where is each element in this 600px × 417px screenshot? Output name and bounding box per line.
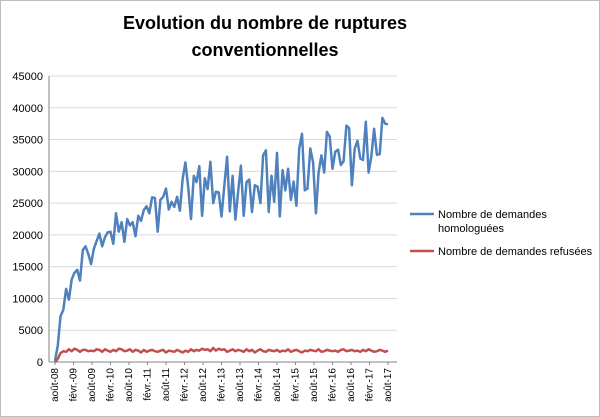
- y-tick-label: 10000: [12, 293, 43, 305]
- x-tick-label: août-12: [198, 368, 209, 402]
- x-tick-label: août-16: [346, 368, 357, 402]
- chart-title: Evolution du nombre de ruptures conventi…: [122, 13, 407, 60]
- x-tick-label: févr.-11: [143, 368, 154, 401]
- x-tick-label: févr.-13: [217, 368, 228, 402]
- x-axis: août-08 févr.-09 août-09 févr.-10 août-10 fév…: [49, 361, 397, 402]
- x-tick-label: août-14: [272, 368, 283, 402]
- x-tick-label: août-08: [50, 368, 61, 402]
- legend-label-1: Nombre de demandes refusées: [438, 246, 593, 258]
- y-tick-label: 15000: [12, 262, 43, 274]
- y-tick-label: 35000: [12, 135, 43, 147]
- y-tick-label: 0: [37, 357, 43, 369]
- y-tick-label: 20000: [12, 230, 43, 242]
- x-tick-label: févr.-10: [106, 368, 117, 402]
- x-tick-label: févr.-17: [365, 368, 376, 402]
- y-tick-label: 45000: [12, 71, 43, 83]
- x-tick-label: févr.-12: [180, 368, 191, 402]
- x-tick-label: août-10: [124, 368, 135, 402]
- x-tick-label: févr.-15: [291, 368, 302, 402]
- x-tick-label: févr.-16: [328, 368, 339, 402]
- x-tick-label: août-13: [235, 368, 246, 402]
- legend: Nombre de demandes homologuées Nombre de d…: [410, 209, 593, 258]
- x-tick-label: août-09: [87, 368, 98, 402]
- y-tick-label: 25000: [12, 198, 43, 210]
- y-axis: 0 5000 10000 15000 20000 25000 30000 35000 40000…: [12, 71, 50, 369]
- y-tick-label: 40000: [12, 103, 43, 115]
- x-tick-label: févr.-09: [69, 368, 80, 402]
- series-line-0: [53, 116, 389, 361]
- y-tick-label: 5000: [19, 325, 43, 337]
- x-tick-label: août-17: [383, 368, 394, 402]
- grid-lines: [49, 75, 397, 331]
- y-tick-label: 30000: [12, 166, 43, 178]
- x-tick-label: août-15: [309, 368, 320, 402]
- x-tick-label: févr.-14: [254, 368, 265, 402]
- series-lines: [53, 116, 389, 363]
- series-line-1: [54, 346, 389, 363]
- legend-label-0: Nombre de demandes homologuées: [438, 209, 547, 235]
- x-tick-label: août-11: [161, 368, 172, 402]
